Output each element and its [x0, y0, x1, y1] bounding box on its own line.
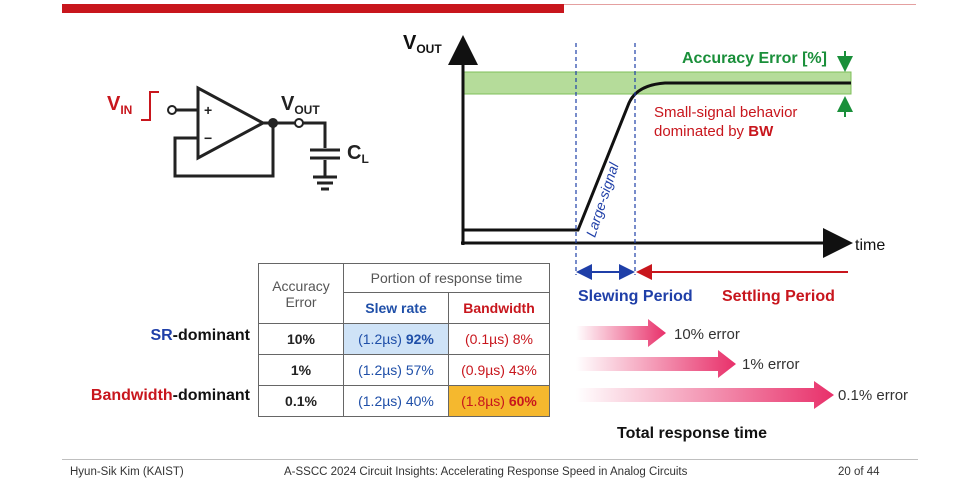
x-axis-label: time	[855, 237, 885, 254]
vin-label: VIN	[107, 93, 132, 117]
title-accent-line	[564, 4, 916, 5]
vout-label: VOUT	[281, 93, 320, 117]
slew-cell: (1.2µs) 57%	[343, 354, 449, 386]
table-row: 0.1% (1.2µs) 40% (1.8µs) 60%	[258, 385, 550, 417]
small-signal-line2: dominated by BW	[654, 123, 774, 140]
title-accent-bar	[62, 4, 564, 13]
table-row: 1% (1.2µs) 57% (0.9µs) 43%	[258, 354, 550, 386]
bw-cell: (0.1µs) 8%	[448, 323, 550, 355]
plus-sign: +	[204, 102, 212, 118]
bw-cell: (0.9µs) 43%	[448, 354, 550, 386]
feedback-wire	[173, 123, 275, 178]
footer-divider	[62, 459, 918, 460]
response-graph: VOUT time Large-signal Accuracy Error [%…	[403, 32, 885, 275]
bandwidth-header: Bandwidth	[448, 292, 550, 324]
response-time-arrows: 10% error 1% error 0.1% error	[576, 319, 908, 409]
footer-title: A-SSCC 2024 Circuit Insights: Accelerati…	[284, 466, 688, 478]
error-cell: 0.1%	[258, 385, 344, 417]
error-cell: 1%	[258, 354, 344, 386]
arrow-01-label: 0.1% error	[838, 387, 908, 404]
accuracy-error-header: Accuracy Error	[258, 263, 344, 324]
input-node	[167, 105, 177, 115]
output-node	[294, 118, 304, 128]
bw-cell: (1.8µs) 60%	[448, 385, 550, 417]
accuracy-error-label: Accuracy Error [%]	[682, 50, 827, 67]
cl-label: CL	[347, 142, 369, 166]
sr-dominant-label: SR-dominant	[150, 327, 250, 344]
arrow-1-label: 1% error	[742, 356, 800, 373]
slew-rate-header: Slew rate	[343, 292, 449, 324]
footer-author: Hyun-Sik Kim (KAIST)	[70, 466, 184, 478]
period-arrows: Slewing Period Settling Period	[576, 264, 848, 305]
total-response-time-label: Total response time	[617, 425, 767, 442]
arrow-10-label: 10% error	[674, 326, 740, 343]
opamp-triangle	[196, 85, 267, 161]
slew-cell: (1.2µs) 40%	[343, 385, 449, 417]
table-row: 10% (1.2µs) 92% (0.1µs) 8%	[258, 323, 550, 355]
y-axis-label: VOUT	[403, 32, 442, 56]
step-input-icon	[141, 91, 159, 121]
portion-header: Portion of response time	[343, 263, 550, 293]
minus-sign: −	[204, 130, 212, 146]
large-signal-label: Large-signal	[583, 160, 622, 239]
small-signal-line1: Small-signal behavior	[654, 104, 797, 121]
arrow-1-error	[576, 350, 736, 378]
response-curve	[463, 81, 851, 232]
slewing-period-label: Slewing Period	[578, 288, 693, 305]
slew-cell: (1.2µs) 92%	[343, 323, 449, 355]
settling-period-label: Settling Period	[722, 288, 835, 305]
arrow-01-error	[576, 381, 834, 409]
bw-dominant-label: Bandwidth-dominant	[90, 387, 250, 404]
footer-page-number: 20 of 44	[838, 466, 880, 478]
error-cell: 10%	[258, 323, 344, 355]
response-time-table: Accuracy Error Portion of response time S…	[258, 263, 550, 417]
output-junction	[268, 118, 278, 128]
opamp-circuit: VIN + − VOUT CL	[107, 85, 369, 191]
arrow-10-error	[576, 319, 666, 347]
